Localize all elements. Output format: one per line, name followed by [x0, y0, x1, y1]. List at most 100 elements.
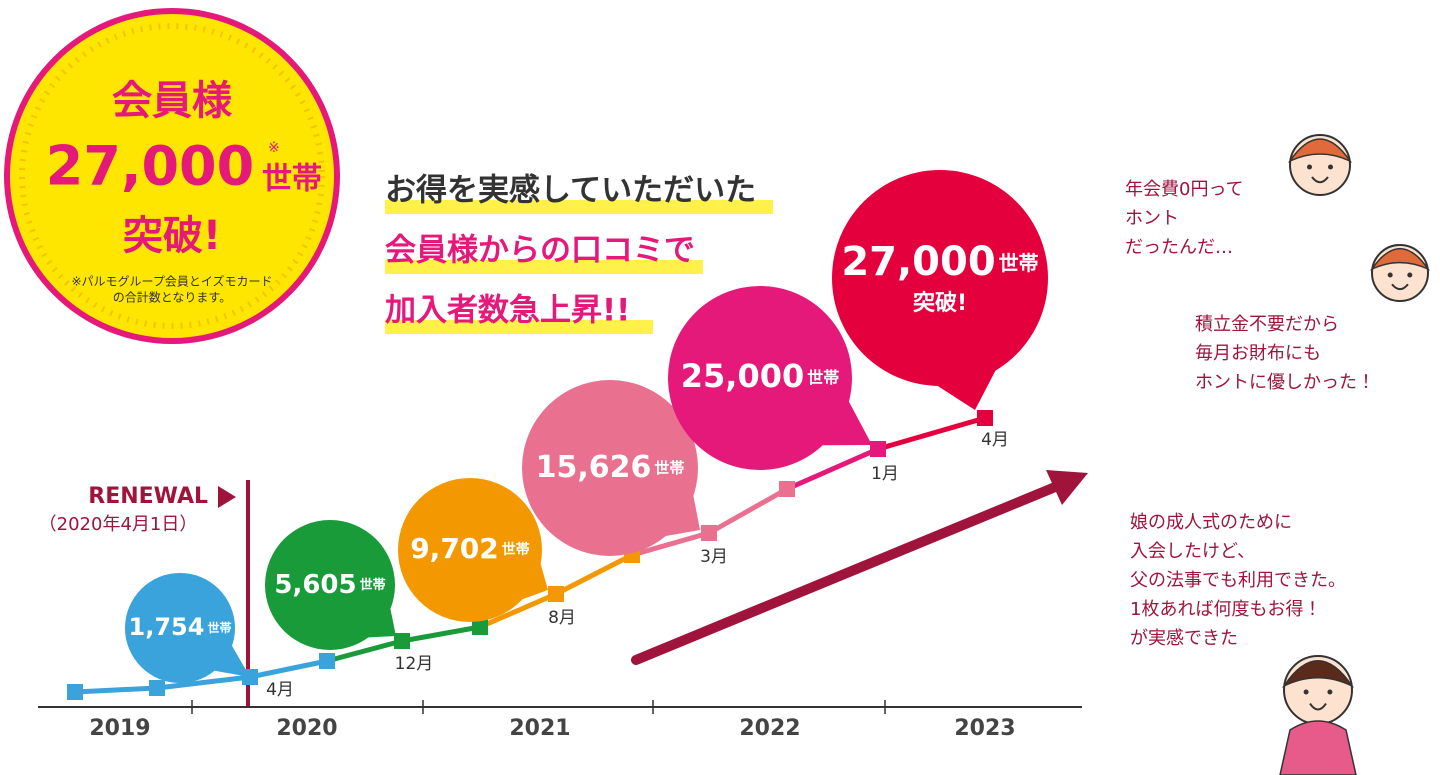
- trend-segment: [326, 638, 403, 664]
- badge-note-mark: ※: [268, 140, 280, 156]
- milestone-unit: 世帯: [807, 368, 839, 387]
- year-label: 2019: [89, 716, 150, 741]
- milestone-value: 27,000: [841, 239, 995, 285]
- eye: [1328, 164, 1333, 170]
- milestone-value: 5,605: [274, 570, 356, 600]
- milestone-unit: 世帯: [999, 251, 1039, 275]
- eye: [1327, 689, 1333, 695]
- bubble: [125, 573, 235, 683]
- year-label: 2021: [509, 716, 570, 741]
- bubble-value: 15,626 世帯: [536, 450, 685, 485]
- hair: [1369, 247, 1431, 271]
- year-label: 2022: [739, 716, 800, 741]
- point-label: 1月: [871, 464, 899, 484]
- year-label: 2023: [954, 716, 1015, 741]
- trend-point: [394, 633, 410, 649]
- renewal-arrow: [218, 486, 236, 508]
- trend-segment: [631, 530, 710, 558]
- trend-segment: [707, 486, 789, 536]
- trend-point: [779, 481, 795, 497]
- testimonial: 入会したけど、: [1130, 541, 1255, 562]
- highlight: [385, 320, 653, 334]
- testimonial: 毎月お財布にも: [1195, 343, 1321, 364]
- trend-segment: [479, 591, 557, 630]
- eye: [1303, 689, 1309, 695]
- trend-point: [67, 684, 83, 700]
- trend-segment: [785, 446, 880, 492]
- mouth: [1311, 176, 1329, 184]
- milestone-unit: 世帯: [360, 577, 386, 593]
- eye: [1387, 272, 1393, 278]
- trend-segment: [156, 674, 251, 691]
- testimonial: ホントに優しかった！: [1195, 372, 1375, 393]
- hair: [1281, 660, 1355, 688]
- milestone-unit: 世帯: [207, 620, 231, 635]
- badge-number: 27,000: [46, 135, 254, 198]
- testimonial: 年会費0円って: [1125, 179, 1244, 200]
- badge-footnote: の合計数となります。: [113, 290, 231, 305]
- renewal-label: RENEWAL: [88, 484, 208, 509]
- trend-point: [548, 586, 564, 602]
- trend-segment: [74, 685, 158, 695]
- trend-point: [472, 619, 488, 635]
- testimonial: 積立金不要だから: [1195, 314, 1339, 335]
- trend-point: [701, 525, 717, 541]
- milestone-unit: 世帯: [502, 541, 530, 558]
- eye: [1407, 272, 1413, 278]
- year-label: 2020: [276, 716, 337, 741]
- milestone-unit: 世帯: [654, 459, 684, 477]
- renewal-date: （2020年4月1日）: [39, 514, 198, 535]
- trend-point: [319, 653, 335, 669]
- milestone-value: 1,754: [129, 613, 205, 641]
- bubble-value: 27,000 世帯: [841, 239, 1038, 285]
- bubble-tail: [214, 645, 250, 677]
- testimonial: ホント: [1125, 208, 1179, 229]
- point-label: 8月: [548, 608, 576, 628]
- kimono: [1279, 720, 1357, 775]
- milestone-extra: 突破!: [913, 290, 967, 316]
- testimonial: だったんだ…: [1125, 237, 1233, 258]
- badge-ring: [19, 23, 325, 329]
- badge-line3: 突破!: [123, 213, 221, 259]
- bubble: [832, 170, 1048, 386]
- trend-point: [870, 441, 886, 457]
- badge-unit: 世帯: [262, 162, 322, 197]
- mouth: [1391, 283, 1409, 291]
- testimonial: 娘の成人式のために: [1130, 512, 1292, 533]
- highlight: [385, 260, 703, 274]
- milestone-value: 15,626: [536, 450, 652, 485]
- bubble-tail: [822, 401, 872, 446]
- eye: [1307, 164, 1312, 170]
- headline: 会員様からの口コミで: [385, 233, 695, 269]
- growth-arrowhead: [1046, 470, 1088, 505]
- bubble-value: 5,605 世帯: [274, 570, 385, 600]
- trend-segment: [249, 658, 328, 680]
- bubble-value: 25,000 世帯: [681, 357, 840, 395]
- bubble: [668, 286, 852, 470]
- point-label: 12月: [395, 654, 434, 674]
- trend-segment: [401, 624, 481, 644]
- highlight: [385, 200, 773, 214]
- bubble: [522, 380, 698, 556]
- hair: [1287, 138, 1353, 163]
- bubble: [265, 520, 395, 650]
- testimonial: が実感できた: [1130, 628, 1238, 649]
- badge-footnote: ※パルモグループ会員とイズモカード: [72, 274, 273, 289]
- bubble: [398, 478, 542, 622]
- bubble-value: 9,702 世帯: [410, 532, 530, 565]
- headline: 加入者数急上昇!!: [385, 293, 630, 329]
- point-label: 3月: [700, 547, 728, 567]
- badge: [10, 14, 334, 338]
- badge-line1: 会員様: [112, 78, 233, 124]
- trend-segment: [554, 552, 634, 597]
- growth-arrow: [631, 480, 1065, 665]
- trend-point: [149, 680, 165, 696]
- bubble-value: 1,754 世帯: [129, 613, 232, 641]
- point-label: 4月: [266, 680, 294, 700]
- trend-point: [977, 410, 993, 426]
- headline: お得を実感していただいた: [385, 173, 756, 209]
